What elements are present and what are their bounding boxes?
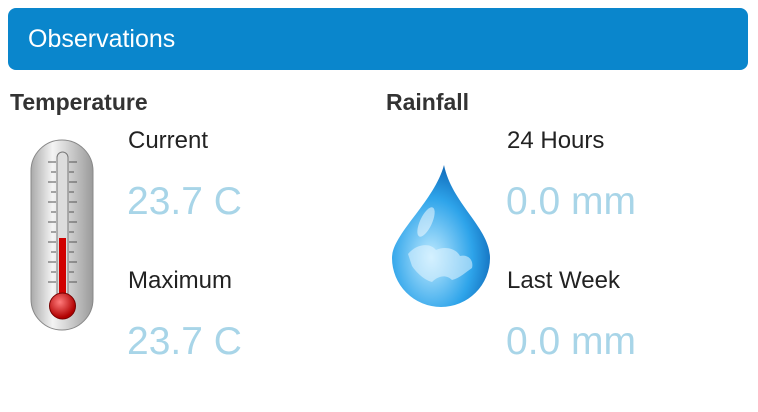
item-label: Last Week (507, 267, 620, 294)
thermometer-icon (30, 139, 94, 331)
item-label: 24 Hours (507, 127, 605, 154)
header-title: Observations (28, 25, 176, 53)
item-value: 23.7 C (127, 320, 242, 363)
section-heading: Rainfall (386, 89, 470, 115)
item-value: 0.0 mm (506, 180, 637, 223)
item-value: 0.0 mm (506, 320, 637, 363)
item-label: Current (128, 127, 209, 154)
item-label: Maximum (128, 267, 233, 294)
header-bar: Observations (8, 8, 748, 70)
raindrop-icon (392, 165, 490, 307)
item-value: 23.7 C (127, 180, 242, 223)
section-heading: Temperature (10, 89, 148, 115)
